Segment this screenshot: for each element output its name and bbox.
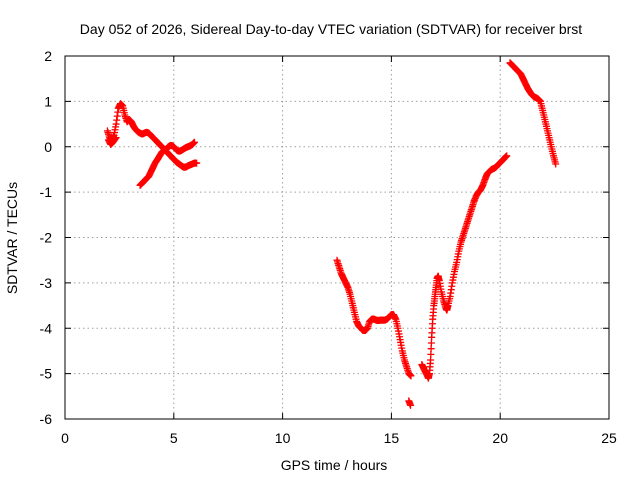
data-point [112, 134, 120, 142]
data-point [193, 159, 201, 167]
data-segment [136, 138, 198, 189]
y-tick-label: 0 [44, 139, 52, 155]
y-tick-label: -6 [40, 411, 53, 427]
data-points [103, 59, 560, 409]
y-tick-label: -1 [40, 184, 53, 200]
data-segment [405, 397, 415, 409]
data-point [552, 160, 560, 168]
y-tick-label: -5 [40, 366, 53, 382]
data-segment [333, 256, 415, 380]
y-axis-label: SDTVAR / TECUs [4, 182, 20, 294]
data-point [503, 152, 511, 160]
data-point [111, 135, 119, 143]
y-tick-label: -3 [40, 275, 53, 291]
data-segment [506, 59, 560, 168]
x-tick-label: 20 [492, 430, 508, 446]
x-tick-label: 15 [384, 430, 400, 446]
x-tick-label: 25 [601, 430, 617, 446]
grid [65, 56, 609, 419]
data-point [407, 401, 415, 409]
x-tick-label: 5 [170, 430, 178, 446]
x-tick-label: 0 [61, 430, 69, 446]
data-segment [418, 152, 511, 382]
chart-title: Day 052 of 2026, Sidereal Day-to-day VTE… [80, 21, 582, 37]
y-tick-label: 1 [44, 93, 52, 109]
y-tick-label: -2 [40, 230, 53, 246]
axis-ticks: 0 5 10 15 20 25 -6 -5 -4 -3 -2 -1 0 1 2 [40, 48, 617, 446]
data-segment [105, 134, 120, 148]
data-segment [103, 100, 201, 171]
x-axis-label: GPS time / hours [281, 457, 388, 473]
y-tick-label: 2 [44, 48, 52, 64]
data-point [190, 138, 198, 146]
y-tick-label: -4 [40, 320, 53, 336]
data-point [407, 372, 415, 380]
x-tick-label: 10 [275, 430, 291, 446]
